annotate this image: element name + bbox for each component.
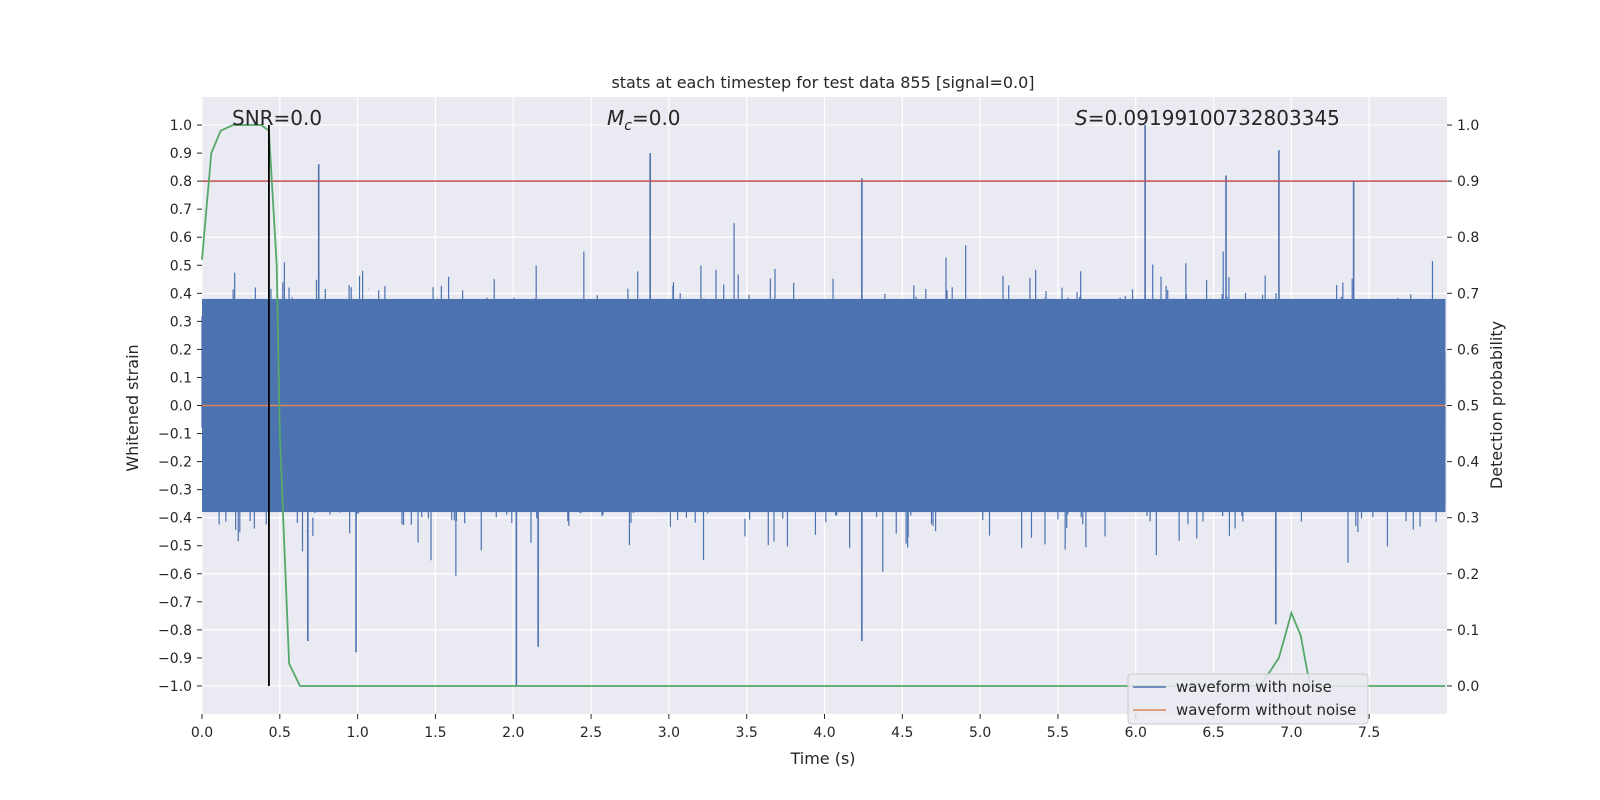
x-tick-label: 1.0 [346, 725, 368, 741]
y-right-tick-label: 1.0 [1457, 118, 1479, 134]
x-tick-label: 1.5 [424, 725, 446, 741]
y-left-tick-label: −0.2 [158, 455, 192, 471]
x-tick-label: 2.0 [502, 725, 524, 741]
chirp-mass-annotation: Mc=0.0 [607, 106, 681, 134]
y-left-tick-label: 0.8 [170, 174, 192, 190]
s-symbol: S [1075, 106, 1088, 130]
x-tick-label: 6.5 [1202, 725, 1224, 741]
x-tick-label: 4.5 [891, 725, 913, 741]
legend-label-noise: waveform with noise [1176, 678, 1332, 696]
x-tick-label: 6.0 [1125, 725, 1147, 741]
overlay-lines [201, 124, 1447, 687]
y-left-tick-label: 0.9 [170, 146, 192, 162]
y-right-tick-label: 0.4 [1457, 455, 1479, 471]
noise-trace [201, 223, 1446, 576]
s-value: =0.09199100732803345 [1088, 106, 1340, 130]
y-left-tick-label: 0.2 [170, 342, 192, 358]
y-left-tick-label: −0.3 [158, 483, 192, 499]
y-right-tick-label: 0.7 [1457, 286, 1479, 302]
chart-title: stats at each timestep for test data 855… [611, 73, 1034, 92]
y-left-tick-label: 0.5 [170, 258, 192, 274]
y-right-tick-label: 0.5 [1457, 399, 1479, 415]
legend-frame [1127, 673, 1369, 725]
y-left-tick-label: −0.5 [158, 539, 192, 555]
y-left-tick-label: −0.4 [158, 511, 192, 527]
y-left-tick-label: 0.3 [170, 314, 192, 330]
y-left-tick-label: 0.4 [170, 286, 192, 302]
y-left-tick-label: −0.6 [158, 567, 192, 583]
x-tick-label: 0.0 [191, 725, 213, 741]
s-annotation: S=0.09199100732803345 [1075, 106, 1340, 130]
y-left-tick-label: −0.8 [158, 623, 192, 639]
chirp-mass-value: =0.0 [632, 106, 681, 130]
y-left-tick-label: 0.6 [170, 230, 192, 246]
x-tick-label: 3.5 [736, 725, 758, 741]
y-right-tick-label: 0.6 [1457, 342, 1479, 358]
x-tick-label: 0.5 [269, 725, 291, 741]
y-right-tick-label: 0.8 [1457, 230, 1479, 246]
y-axis-label-right: Detection probability [1487, 321, 1506, 489]
axis-ticks: 0.0 0.5 1.0 1.5 2.0 2.5 3.0 3.5 4.0 4.5 5.0 5.5 6.0 6… [158, 118, 1479, 741]
y-right-tick-label: 0.3 [1457, 511, 1479, 527]
x-tick-label: 7.5 [1358, 725, 1380, 741]
x-tick-label: 2.5 [580, 725, 602, 741]
y-left-tick-label: 0.0 [170, 399, 192, 415]
series-detection-probability [201, 124, 1446, 687]
x-tick-label: 5.5 [1047, 725, 1069, 741]
y-left-tick-label: −0.7 [158, 595, 192, 611]
snr-annotation: SNR=0.0 [232, 106, 322, 130]
x-tick-label: 3.0 [658, 725, 680, 741]
y-left-tick-label: 1.0 [170, 118, 192, 134]
y-left-tick-label: −0.9 [158, 651, 192, 667]
chirp-mass-subscript: c [624, 118, 632, 134]
y-left-tick-label: 0.1 [170, 370, 192, 386]
legend: waveform with noise waveform without noi… [1127, 673, 1369, 725]
y-left-tick-label: 0.7 [170, 202, 192, 218]
x-tick-label: 5.0 [969, 725, 991, 741]
y-right-tick-label: 0.9 [1457, 174, 1479, 190]
y-right-tick-label: 0.0 [1457, 679, 1479, 695]
x-axis-label: Time (s) [789, 749, 855, 768]
y-right-tick-label: 0.2 [1457, 567, 1479, 583]
x-tick-label: 7.0 [1280, 725, 1302, 741]
chirp-mass-symbol: M [607, 106, 624, 130]
y-left-tick-label: −0.1 [158, 427, 192, 443]
y-axis-label-left: Whitened strain [123, 344, 142, 471]
y-right-tick-label: 0.1 [1457, 623, 1479, 639]
legend-label-clean: waveform without noise [1176, 701, 1356, 719]
y-left-tick-label: −1.0 [158, 679, 192, 695]
x-tick-label: 4.0 [813, 725, 835, 741]
